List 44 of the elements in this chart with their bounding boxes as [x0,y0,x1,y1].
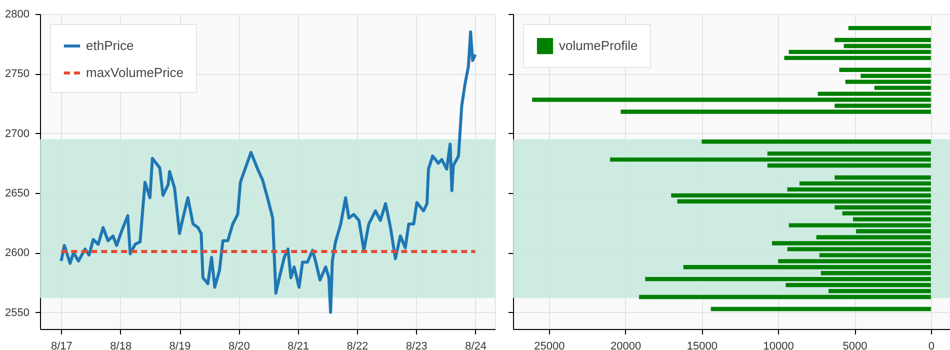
x-tick-label: 8/21 [288,340,310,350]
x-tick-label: 8/22 [346,340,368,350]
bar [834,175,931,180]
bar [787,187,931,192]
bar [784,56,931,60]
bar [677,199,931,204]
bar [767,151,931,156]
x-tick-label: 5000 [842,340,868,350]
legend-label: ethPrice [86,38,134,53]
y-tick-label: 2550 [5,306,30,319]
x-tick-label: 8/18 [110,340,132,350]
x-tick-label: 15000 [686,340,718,350]
x-tick-label: 8/24 [465,340,486,350]
y-tick-label: 2750 [5,68,30,80]
x-tick-label: 10000 [763,340,794,350]
x-tick-label: 20000 [610,340,642,350]
y-tick-label: 2650 [5,187,30,200]
bar [788,50,931,54]
bar [844,44,931,48]
x-tick-label: 8/19 [169,340,191,350]
bar [671,193,931,198]
y-tick-label: 2600 [5,247,30,260]
bar [767,163,931,168]
x-tick-label: 8/23 [406,340,428,350]
bar [799,181,931,186]
bar [702,140,931,144]
bar [610,157,931,162]
x-tick-label: 25000 [534,340,565,350]
bar [848,26,931,30]
bar [820,271,931,276]
bar [786,282,931,288]
x-tick-label: 8/17 [50,340,72,350]
bar [834,38,931,42]
bar [828,288,931,294]
bar [839,68,931,72]
legend-label: maxVolumePrice [86,65,184,80]
bar [645,277,931,282]
x-tick-label: 0 [928,340,934,350]
y-tick-label: 2800 [5,8,30,20]
legend-label: volumeProfile [559,38,638,53]
y-tick-label: 2700 [5,128,30,140]
x-tick-label: 8/20 [228,340,250,350]
bar [710,306,931,312]
bar [639,294,931,300]
